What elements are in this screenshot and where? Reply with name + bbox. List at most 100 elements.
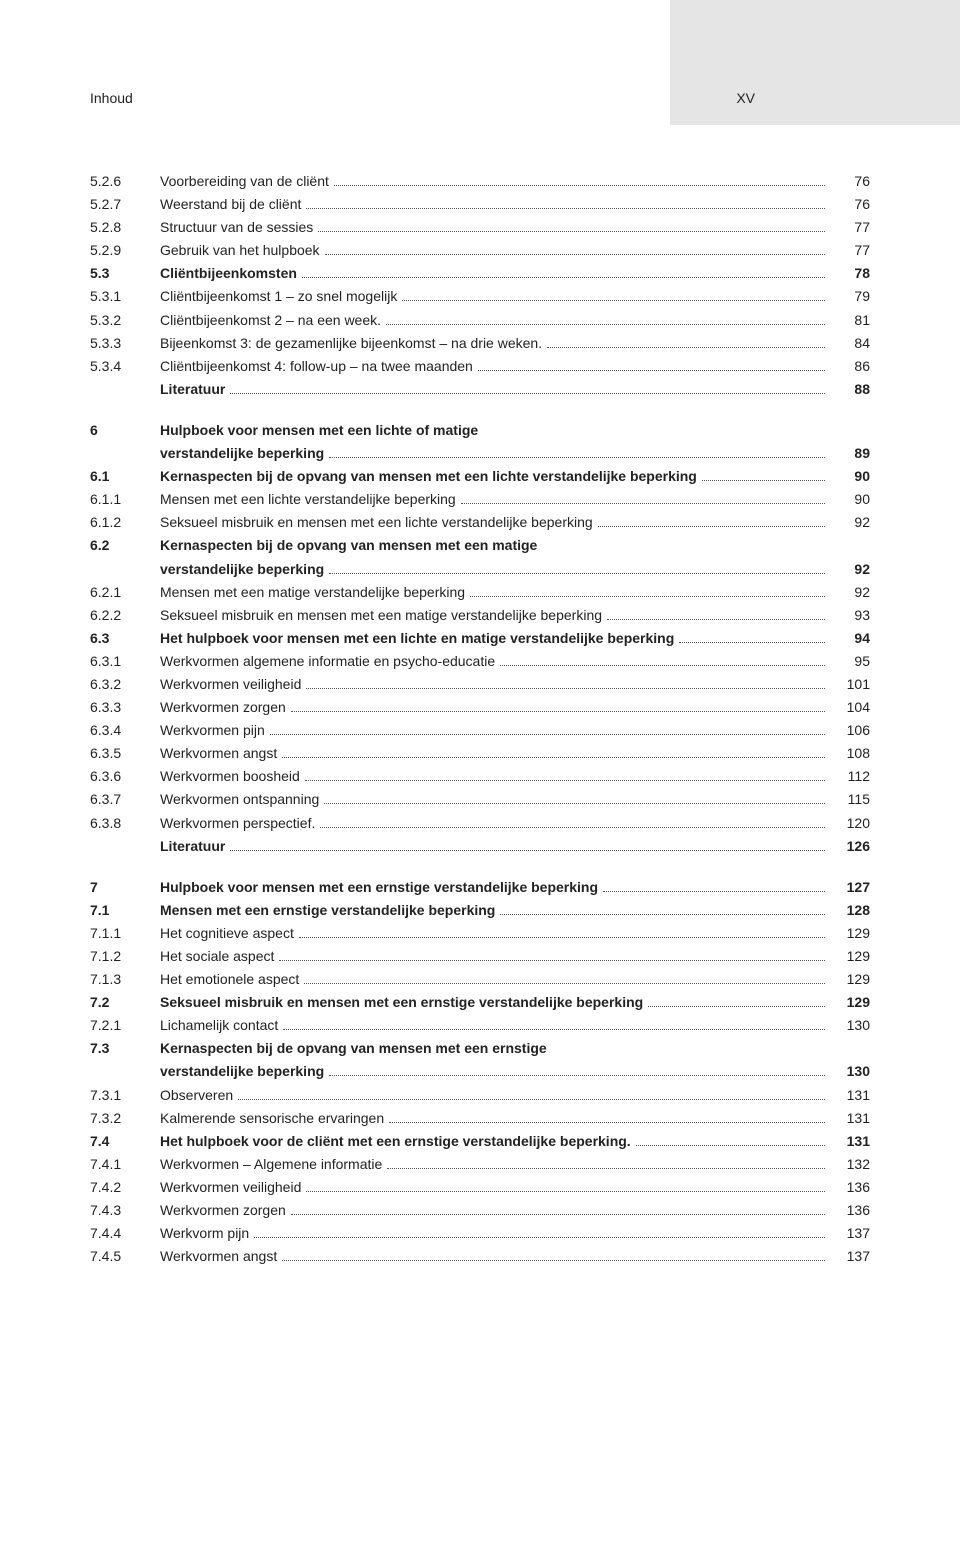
toc-entry-continuation: verstandelijke beperking92 [90,558,870,581]
toc-entry: 6.3.5Werkvormen angst108 [90,742,870,765]
toc-entry: 7.4.1Werkvormen – Algemene informatie132 [90,1153,870,1176]
toc-entry-number: 7.3 [90,1037,160,1060]
leader-dots [603,882,825,892]
leader-dots [478,361,825,371]
toc-entry-title: Werkvormen algemene informatie en psycho… [160,650,830,673]
toc-entry: 5.3.1Cliëntbijeenkomst 1 – zo snel mogel… [90,285,870,308]
toc-entry: 7.3Kernaspecten bij de opvang van mensen… [90,1037,870,1060]
toc-entry-title: verstandelijke beperking [160,558,830,581]
toc-entry: 5.3.2Cliëntbijeenkomst 2 – na een week.8… [90,309,870,332]
toc-entry: 7.4Het hulpboek voor de cliënt met een e… [90,1130,870,1153]
toc-entry-page: 126 [830,835,870,858]
toc-entry-title: Mensen met een lichte verstandelijke bep… [160,488,830,511]
toc-entry-title: Seksueel misbruik en mensen met een lich… [160,511,830,534]
toc-entry: 7.2.1Lichamelijk contact130 [90,1014,870,1037]
toc-entry-page: 129 [830,922,870,945]
toc-entry-title: Seksueel misbruik en mensen met een mati… [160,604,830,627]
toc-entry: 7.1.1Het cognitieve aspect129 [90,922,870,945]
toc-entry-title: Werkvormen pijn [160,719,830,742]
toc-entry-number: 6.3.5 [90,742,160,765]
toc-entry-page: 137 [830,1222,870,1245]
toc-entry-page: 108 [830,742,870,765]
toc-entry-title: Werkvorm pijn [160,1222,830,1245]
leader-dots [302,269,825,279]
toc-entry: Literatuur88 [90,378,870,401]
toc-entry: 5.2.9Gebruik van het hulpboek77 [90,239,870,262]
toc-entry-title: Kernaspecten bij de opvang van mensen me… [160,534,830,557]
leader-dots [230,841,825,851]
toc-entry: 6.3.4Werkvormen pijn106 [90,719,870,742]
toc-entry-page: 112 [830,765,870,788]
leader-dots [329,1067,825,1077]
toc-entry-page: 78 [830,262,870,285]
toc-entry-number: 5.2.6 [90,170,160,193]
chapter-gap [90,401,870,419]
header-decoration-box [670,0,960,125]
toc-entry-page: 95 [830,650,870,673]
toc-entry-title: Mensen met een ernstige verstandelijke b… [160,899,830,922]
toc-entry-number: 6.3.6 [90,765,160,788]
toc-entry: 6.3.6Werkvormen boosheid112 [90,765,870,788]
toc-entry: 6.1Kernaspecten bij de opvang van mensen… [90,465,870,488]
toc-entry-page: 104 [830,696,870,719]
toc-entry-title: Kernaspecten bij de opvang van mensen me… [160,465,830,488]
leader-dots [304,974,825,984]
toc-entry-title: Lichamelijk contact [160,1014,830,1037]
toc-entry-number: 5.3.3 [90,332,160,355]
toc-entry-number: 5.3.2 [90,309,160,332]
leader-dots [325,245,825,255]
toc-entry-number: 5.3 [90,262,160,285]
toc-entry: 6.2.2Seksueel misbruik en mensen met een… [90,604,870,627]
leader-dots [305,772,825,782]
leader-dots [306,199,825,209]
document-page: Inhoud XV 5.2.6Voorbereiding van de clië… [0,0,960,1348]
table-of-contents: 5.2.6Voorbereiding van de cliënt765.2.7W… [90,170,870,1268]
toc-entry-number: 5.2.8 [90,216,160,239]
toc-entry-title: Werkvormen veiligheid [160,1176,830,1199]
toc-entry: 5.3.3Bijeenkomst 3: de gezamenlijke bije… [90,332,870,355]
leader-dots [598,518,825,528]
toc-entry-title: verstandelijke beperking [160,1060,830,1083]
leader-dots [702,471,825,481]
toc-entry: 5.2.7Weerstand bij de cliënt76 [90,193,870,216]
toc-entry-number: 7.4.3 [90,1199,160,1222]
toc-entry-page: 76 [830,170,870,193]
toc-entry-number: 7.4.4 [90,1222,160,1245]
toc-entry: 7.4.3Werkvormen zorgen136 [90,1199,870,1222]
toc-entry-page: 115 [830,788,870,811]
toc-entry-number: 5.2.9 [90,239,160,262]
toc-entry-number: 7.4.5 [90,1245,160,1268]
toc-entry-number: 7.4.2 [90,1176,160,1199]
toc-entry: 7.1Mensen met een ernstige verstandelijk… [90,899,870,922]
toc-entry-number: 7.3.1 [90,1084,160,1107]
toc-entry-title: Bijeenkomst 3: de gezamenlijke bijeenkom… [160,332,830,355]
toc-entry-page: 136 [830,1199,870,1222]
toc-entry-page: 90 [830,488,870,511]
toc-entry: 7.4.4Werkvorm pijn137 [90,1222,870,1245]
toc-entry-page: 130 [830,1014,870,1037]
leader-dots [282,748,825,758]
toc-entry-number: 6.3.3 [90,696,160,719]
leader-dots [270,725,825,735]
toc-entry-title: Het cognitieve aspect [160,922,830,945]
toc-entry-number: 6.3.1 [90,650,160,673]
toc-entry-page: 128 [830,899,870,922]
leader-dots [299,928,825,938]
toc-entry-number: 7.1.1 [90,922,160,945]
toc-entry: 6.3.2Werkvormen veiligheid101 [90,673,870,696]
toc-entry-page: 131 [830,1130,870,1153]
toc-entry-number: 6.1 [90,465,160,488]
toc-entry-number: 6.2.1 [90,581,160,604]
running-head: Inhoud [90,90,133,106]
toc-entry-title: Cliëntbijeenkomst 1 – zo snel mogelijk [160,285,830,308]
toc-entry-number: 6.1.1 [90,488,160,511]
leader-dots [282,1251,825,1261]
toc-entry-page: 92 [830,581,870,604]
toc-entry-title: Cliëntbijeenkomsten [160,262,830,285]
leader-dots [334,176,825,186]
toc-entry-title: Mensen met een matige verstandelijke bep… [160,581,830,604]
toc-entry-page: 127 [830,876,870,899]
toc-entry-title: Het sociale aspect [160,945,830,968]
toc-entry-title: Kernaspecten bij de opvang van mensen me… [160,1037,830,1060]
toc-entry-title: Het emotionele aspect [160,968,830,991]
